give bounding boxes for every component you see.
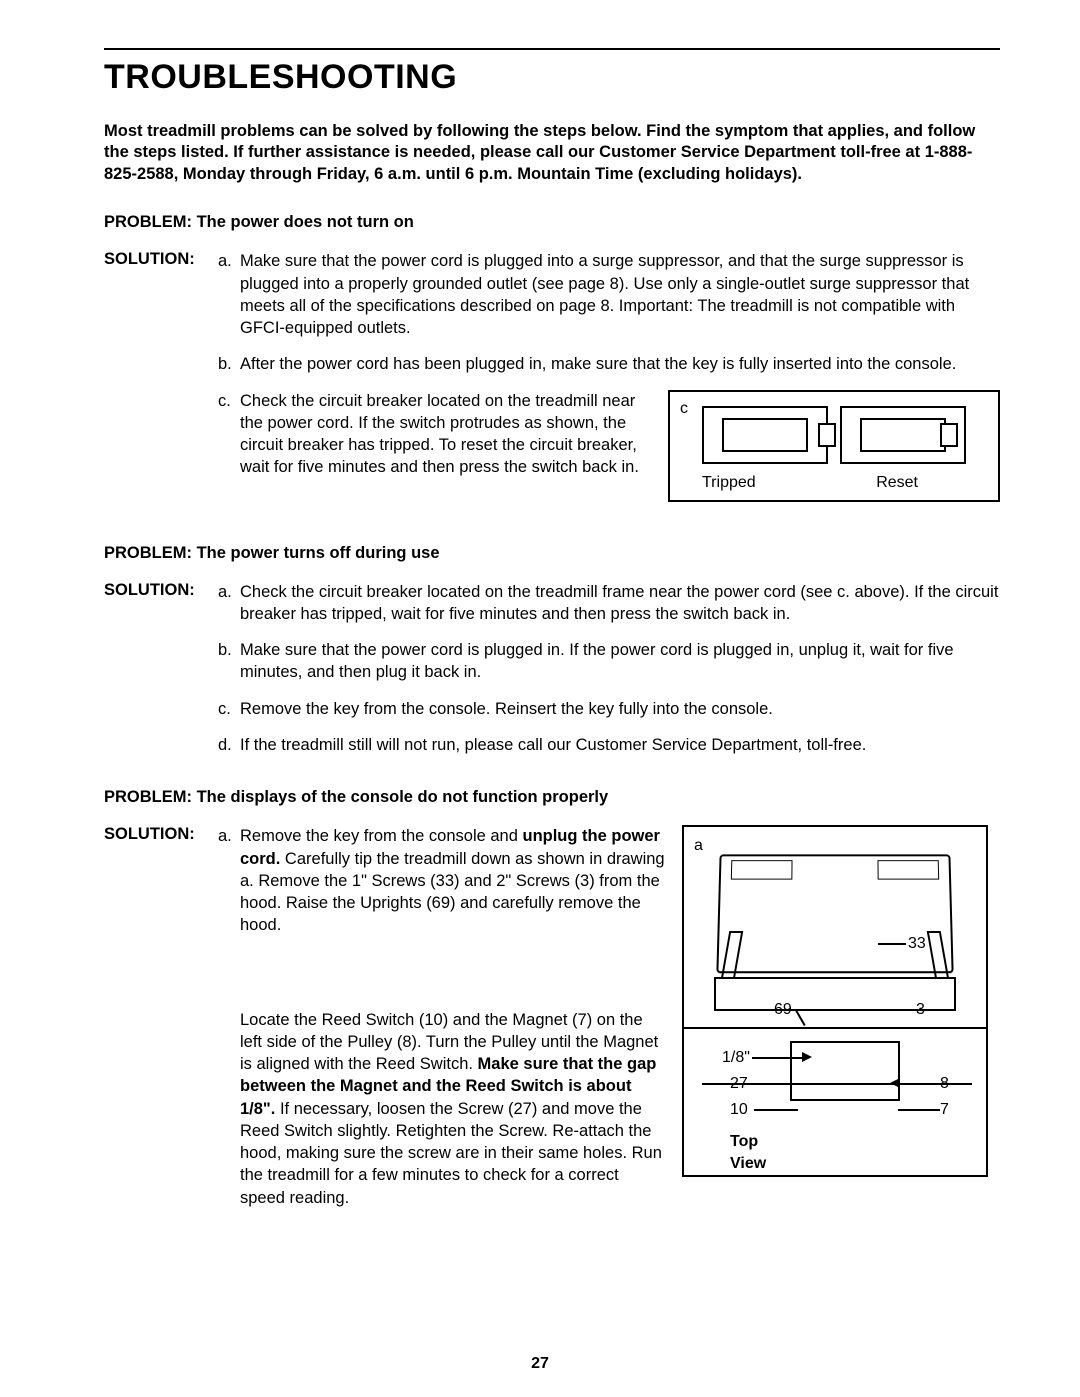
solution-block-3: SOLUTION: a. a 33 3 69 <box>104 825 1000 1223</box>
circuit-breaker-figure: c Tripped Reset <box>668 390 1000 502</box>
tripped-label: Tripped <box>702 472 756 494</box>
callout-1-8: 1/8" <box>722 1047 750 1069</box>
breaker-tripped-icon <box>702 406 828 464</box>
top-view-schematic: 1/8" 27 10 8 7 Top View <box>702 1039 972 1165</box>
solution-label: SOLUTION: <box>104 250 206 269</box>
solution-label: SOLUTION: <box>104 825 206 844</box>
treadmill-figure: a 33 3 69 <box>682 825 988 1177</box>
problem-heading-2: PROBLEM: The power turns off during use <box>104 544 1000 563</box>
step-1a: a. Make sure that the power cord is plug… <box>218 250 1000 339</box>
intro-paragraph: Most treadmill problems can be solved by… <box>104 121 1000 185</box>
callout-27: 27 <box>730 1073 748 1095</box>
treadmill-body-icon <box>716 855 953 974</box>
figure-letter-a: a <box>694 835 703 857</box>
step-3a: a. a 33 3 69 <box>218 825 988 1209</box>
callout-7: 7 <box>940 1099 949 1121</box>
step-2a: a.Check the circuit breaker located on t… <box>218 581 1000 626</box>
breaker-reset-icon <box>840 406 966 464</box>
step-2d: d.If the treadmill still will not run, p… <box>218 734 1000 756</box>
solution-label: SOLUTION: <box>104 581 206 600</box>
step-1b: b. After the power cord has been plugged… <box>218 353 1000 375</box>
top-rule <box>104 48 1000 50</box>
callout-33: 33 <box>908 933 926 955</box>
page-number: 27 <box>0 1355 1080 1373</box>
problem-heading-3: PROBLEM: The displays of the console do … <box>104 788 1000 807</box>
page: TROUBLESHOOTING Most treadmill problems … <box>0 0 1080 1397</box>
callout-8: 8 <box>940 1073 949 1095</box>
solution-block-1: SOLUTION: a. Make sure that the power co… <box>104 250 1000 525</box>
page-title: TROUBLESHOOTING <box>104 58 1000 97</box>
solution-block-2: SOLUTION: a.Check the circuit breaker lo… <box>104 581 1000 771</box>
callout-10: 10 <box>730 1099 748 1121</box>
step-2b: b.Make sure that the power cord is plugg… <box>218 639 1000 684</box>
callout-69: 69 <box>774 999 792 1021</box>
step-2c: c.Remove the key from the console. Reins… <box>218 698 1000 720</box>
problem-heading-1: PROBLEM: The power does not turn on <box>104 213 1000 232</box>
figure-letter-c: c <box>680 398 688 420</box>
callout-3: 3 <box>916 999 925 1021</box>
top-view-label: Top View <box>730 1131 766 1174</box>
reset-label: Reset <box>876 472 918 494</box>
step-1c: c. c Trippe <box>218 390 1000 512</box>
